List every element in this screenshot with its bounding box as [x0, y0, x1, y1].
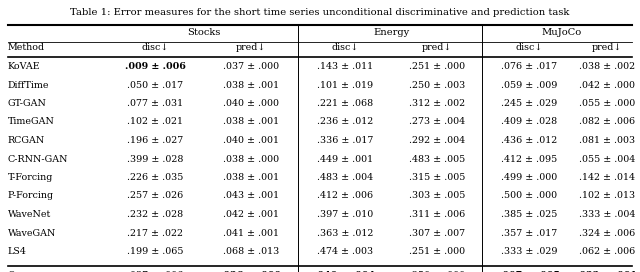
- Text: .196 ± .027: .196 ± .027: [127, 136, 183, 145]
- Text: .474 ± .003: .474 ± .003: [317, 247, 373, 256]
- Text: .040 ± .000: .040 ± .000: [223, 99, 279, 108]
- Text: .412 ± .006: .412 ± .006: [317, 191, 373, 200]
- Text: .055 ± .000: .055 ± .000: [579, 99, 635, 108]
- Text: pred↓: pred↓: [236, 43, 266, 52]
- Text: DiffTime: DiffTime: [8, 81, 49, 89]
- Text: .055 ± .004: .055 ± .004: [579, 154, 635, 163]
- Text: .037 ± .006: .037 ± .006: [127, 270, 183, 272]
- Text: .221 ± .068: .221 ± .068: [317, 99, 373, 108]
- Text: .059 ± .009: .059 ± .009: [501, 81, 557, 89]
- Text: Method: Method: [8, 43, 45, 52]
- Text: .101 ± .019: .101 ± .019: [317, 81, 373, 89]
- Text: GT-GAN: GT-GAN: [8, 99, 47, 108]
- Text: Energy: Energy: [374, 28, 410, 37]
- Text: .333 ± .029: .333 ± .029: [500, 247, 557, 256]
- Text: disc↓: disc↓: [515, 43, 543, 52]
- Text: .257 ± .026: .257 ± .026: [127, 191, 183, 200]
- Text: pred↓: pred↓: [592, 43, 622, 52]
- Text: Stocks: Stocks: [188, 28, 221, 37]
- Text: disc↓: disc↓: [332, 43, 358, 52]
- Text: .042 ± .000: .042 ± .000: [579, 81, 635, 89]
- Text: .273 ± .004: .273 ± .004: [409, 118, 465, 126]
- Text: .483 ± .005: .483 ± .005: [409, 154, 465, 163]
- Text: .102 ± .013: .102 ± .013: [579, 191, 635, 200]
- Text: pred↓: pred↓: [422, 43, 452, 52]
- Text: .385 ± .025: .385 ± .025: [501, 210, 557, 219]
- Text: .499 ± .000: .499 ± .000: [501, 173, 557, 182]
- Text: .312 ± .002: .312 ± .002: [409, 99, 465, 108]
- Text: .251 ± .000: .251 ± .000: [409, 247, 465, 256]
- Text: .040 ± .001: .040 ± .001: [223, 136, 279, 145]
- Text: .143 ± .011: .143 ± .011: [317, 62, 373, 71]
- Text: .324 ± .006: .324 ± .006: [579, 228, 635, 237]
- Text: T-Forcing: T-Forcing: [8, 173, 53, 182]
- Text: disc↓: disc↓: [141, 43, 169, 52]
- Text: MuJoCo: MuJoCo: [542, 28, 582, 37]
- Text: .226 ± .035: .226 ± .035: [127, 173, 183, 182]
- Text: Table 1: Error measures for the short time series unconditional discriminative a: Table 1: Error measures for the short ti…: [70, 8, 570, 17]
- Text: .142 ± .014: .142 ± .014: [579, 173, 635, 182]
- Text: .500 ± .000: .500 ± .000: [501, 191, 557, 200]
- Text: .036 ± .000: .036 ± .000: [221, 270, 282, 272]
- Text: P-Forcing: P-Forcing: [8, 191, 54, 200]
- Text: .409 ± .028: .409 ± .028: [501, 118, 557, 126]
- Text: .397 ± .010: .397 ± .010: [317, 210, 373, 219]
- Text: .038 ± .001: .038 ± .001: [223, 118, 279, 126]
- Text: .199 ± .065: .199 ± .065: [127, 247, 183, 256]
- Text: LS4: LS4: [8, 247, 27, 256]
- Text: .102 ± .021: .102 ± .021: [127, 118, 183, 126]
- Text: .077 ± .031: .077 ± .031: [127, 99, 183, 108]
- Text: .050 ± .017: .050 ± .017: [127, 81, 183, 89]
- Text: .232 ± .028: .232 ± .028: [127, 210, 183, 219]
- Text: .033 ± .001: .033 ± .001: [577, 270, 637, 272]
- Text: .236 ± .012: .236 ± .012: [317, 118, 373, 126]
- Text: .042 ± .001: .042 ± .001: [223, 210, 279, 219]
- Text: .009 ± .006: .009 ± .006: [125, 62, 186, 71]
- Text: .336 ± .017: .336 ± .017: [317, 136, 373, 145]
- Text: .436 ± .012: .436 ± .012: [501, 136, 557, 145]
- Text: .082 ± .006: .082 ± .006: [579, 118, 635, 126]
- Text: .483 ± .004: .483 ± .004: [317, 173, 373, 182]
- Text: WaveGAN: WaveGAN: [8, 228, 56, 237]
- Text: .076 ± .017: .076 ± .017: [501, 62, 557, 71]
- Text: .399 ± .028: .399 ± .028: [127, 154, 183, 163]
- Text: .081 ± .003: .081 ± .003: [579, 136, 635, 145]
- Text: .007 ± .005: .007 ± .005: [499, 270, 559, 272]
- Text: .062 ± .006: .062 ± .006: [579, 247, 635, 256]
- Text: .043 ± .001: .043 ± .001: [223, 191, 279, 200]
- Text: WaveNet: WaveNet: [8, 210, 51, 219]
- Text: .250 ± .000: .250 ± .000: [409, 270, 465, 272]
- Text: .040 ± .004: .040 ± .004: [314, 270, 376, 272]
- Text: TimeGAN: TimeGAN: [8, 118, 55, 126]
- Text: .307 ± .007: .307 ± .007: [409, 228, 465, 237]
- Text: .251 ± .000: .251 ± .000: [409, 62, 465, 71]
- Text: .363 ± .012: .363 ± .012: [317, 228, 373, 237]
- Text: .217 ± .022: .217 ± .022: [127, 228, 183, 237]
- Text: .038 ± .002: .038 ± .002: [579, 62, 635, 71]
- Text: .412 ± .095: .412 ± .095: [501, 154, 557, 163]
- Text: .037 ± .000: .037 ± .000: [223, 62, 279, 71]
- Text: .303 ± .005: .303 ± .005: [409, 191, 465, 200]
- Text: .068 ± .013: .068 ± .013: [223, 247, 279, 256]
- Text: .292 ± .004: .292 ± .004: [409, 136, 465, 145]
- Text: .333 ± .004: .333 ± .004: [579, 210, 635, 219]
- Text: .038 ± .001: .038 ± .001: [223, 173, 279, 182]
- Text: C-RNN-GAN: C-RNN-GAN: [8, 154, 68, 163]
- Text: .245 ± .029: .245 ± .029: [501, 99, 557, 108]
- Text: .038 ± .000: .038 ± .000: [223, 154, 279, 163]
- Text: .311 ± .006: .311 ± .006: [409, 210, 465, 219]
- Text: .041 ± .001: .041 ± .001: [223, 228, 279, 237]
- Text: .449 ± .001: .449 ± .001: [317, 154, 373, 163]
- Text: RCGAN: RCGAN: [8, 136, 45, 145]
- Text: .250 ± .003: .250 ± .003: [409, 81, 465, 89]
- Text: .357 ± .017: .357 ± .017: [501, 228, 557, 237]
- Text: KoVAE: KoVAE: [8, 62, 40, 71]
- Text: Ours: Ours: [8, 270, 31, 272]
- Text: .038 ± .001: .038 ± .001: [223, 81, 279, 89]
- Text: .315 ± .005: .315 ± .005: [409, 173, 465, 182]
